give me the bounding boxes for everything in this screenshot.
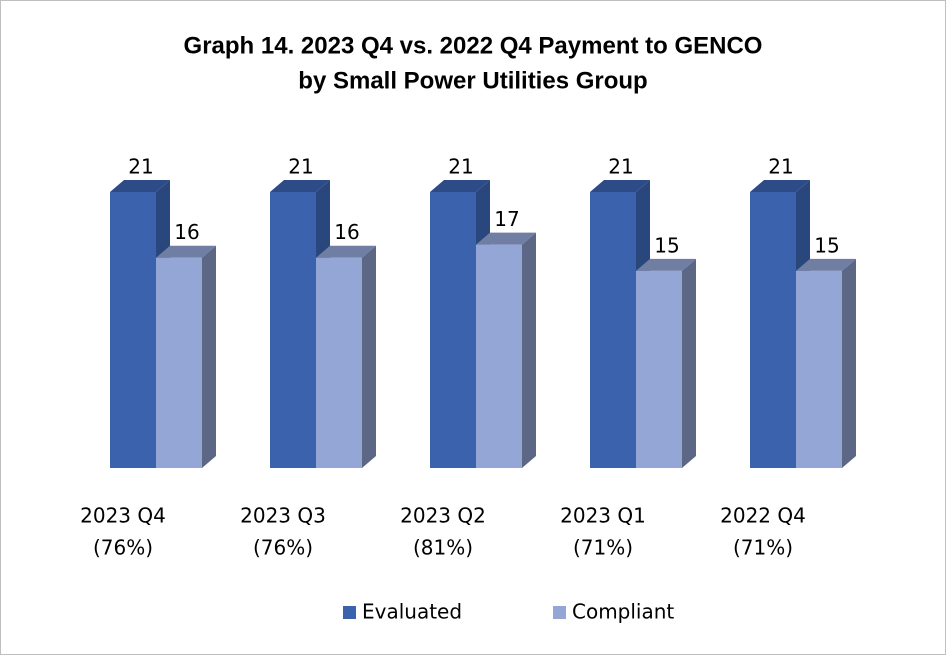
x-tick-label: 2023 Q4 <box>80 504 166 528</box>
data-label: 15 <box>654 233 679 257</box>
bar-top <box>430 180 490 192</box>
bar-top <box>636 258 696 271</box>
legend-label: Evaluated <box>362 600 462 624</box>
x-tick-label: 2023 Q3 <box>240 504 326 528</box>
data-label: 21 <box>448 155 473 179</box>
legend-swatch <box>343 606 356 619</box>
x-tick-label: (71%) <box>573 536 633 560</box>
bar <box>430 192 476 468</box>
data-label: 15 <box>814 233 839 257</box>
x-tick-label: (76%) <box>253 536 313 560</box>
data-label: 21 <box>128 155 153 179</box>
legend-label: Compliant <box>572 600 674 624</box>
bar <box>316 257 362 468</box>
bar-top <box>590 180 650 192</box>
bar <box>110 192 156 468</box>
bar-side <box>682 258 696 468</box>
chart-title: by Small Power Utilities Group <box>298 67 647 94</box>
bar <box>636 270 682 468</box>
bar-side <box>362 245 376 468</box>
x-tick-label: 2023 Q2 <box>400 504 486 528</box>
bar <box>796 270 842 468</box>
bar <box>750 192 796 468</box>
data-label: 21 <box>288 155 313 179</box>
data-label: 16 <box>174 220 199 244</box>
bar-side <box>202 245 216 468</box>
bar-top <box>750 180 810 192</box>
x-tick-label: (81%) <box>413 536 473 560</box>
data-label: 17 <box>494 207 519 231</box>
data-label: 21 <box>768 155 793 179</box>
chart-title: Graph 14. 2023 Q4 vs. 2022 Q4 Payment to… <box>184 32 763 59</box>
data-label: 21 <box>608 155 633 179</box>
x-tick-label: (76%) <box>93 536 153 560</box>
x-tick-label: 2022 Q4 <box>720 504 806 528</box>
bar-top <box>270 180 330 192</box>
bar-top <box>796 258 856 271</box>
x-tick-label: (71%) <box>733 536 793 560</box>
bar-top <box>316 245 376 258</box>
bar-top <box>476 232 536 245</box>
legend-swatch <box>553 606 566 619</box>
data-label: 16 <box>334 220 359 244</box>
bar <box>476 244 522 468</box>
bar-side <box>522 232 536 468</box>
bar-top <box>156 245 216 258</box>
bar <box>156 257 202 468</box>
x-tick-label: 2023 Q1 <box>560 504 646 528</box>
bar-side <box>842 258 856 468</box>
bar-top <box>110 180 170 192</box>
bar <box>590 192 636 468</box>
bar <box>270 192 316 468</box>
